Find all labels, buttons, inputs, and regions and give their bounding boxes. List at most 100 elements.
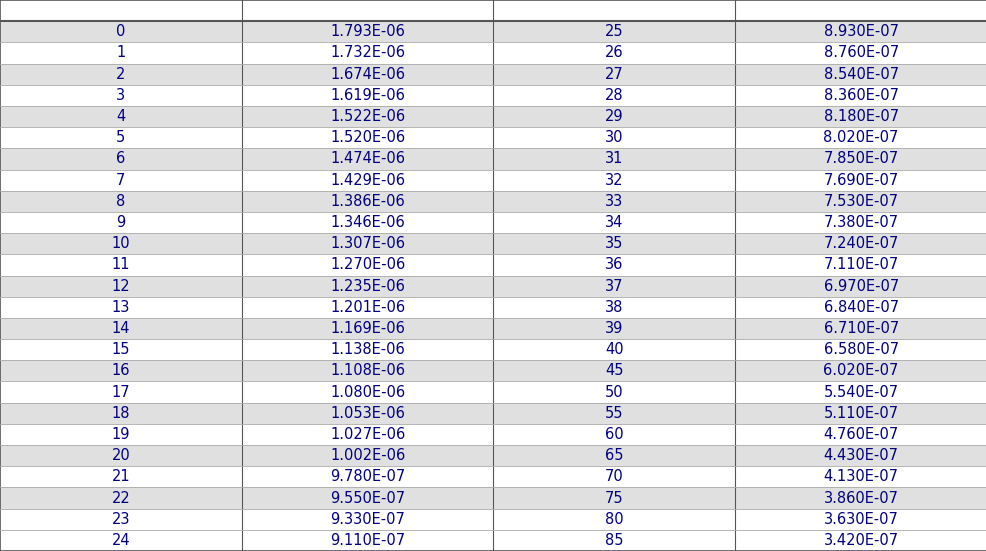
- Bar: [493, 63, 735, 85]
- Text: Temperature (degree C): Temperature (degree C): [22, 3, 220, 18]
- Text: 38: 38: [604, 300, 623, 315]
- Bar: [242, 509, 493, 530]
- Bar: [735, 466, 986, 488]
- Bar: [493, 509, 735, 530]
- Bar: [242, 360, 493, 381]
- Text: 1.108E-06: 1.108E-06: [330, 363, 404, 379]
- Text: 19: 19: [111, 427, 130, 442]
- Bar: [735, 318, 986, 339]
- Text: 1.080E-06: 1.080E-06: [329, 385, 405, 399]
- Bar: [0, 339, 242, 360]
- Text: 21: 21: [111, 469, 130, 484]
- Text: 10: 10: [111, 236, 130, 251]
- Bar: [735, 255, 986, 276]
- Bar: [493, 360, 735, 381]
- Bar: [0, 148, 242, 170]
- Bar: [735, 509, 986, 530]
- Bar: [493, 276, 735, 296]
- Text: 5.110E-07: 5.110E-07: [822, 406, 898, 421]
- Text: 12: 12: [111, 279, 130, 294]
- Text: 15: 15: [111, 342, 130, 357]
- Text: 0: 0: [116, 24, 125, 39]
- Bar: [735, 63, 986, 85]
- Text: 29: 29: [604, 109, 623, 124]
- Text: 75: 75: [604, 490, 623, 505]
- Text: 1.619E-06: 1.619E-06: [330, 88, 404, 103]
- Text: 50: 50: [604, 385, 623, 399]
- Bar: [493, 296, 735, 318]
- Text: 45: 45: [604, 363, 623, 379]
- Bar: [0, 233, 242, 255]
- Bar: [735, 488, 986, 509]
- Bar: [0, 255, 242, 276]
- Text: 70: 70: [604, 469, 623, 484]
- Text: 34: 34: [604, 215, 623, 230]
- Bar: [735, 339, 986, 360]
- Text: 3.630E-07: 3.630E-07: [823, 512, 897, 527]
- Bar: [242, 127, 493, 148]
- Text: 24: 24: [111, 533, 130, 548]
- Bar: [242, 339, 493, 360]
- Bar: [242, 85, 493, 106]
- Text: 5.540E-07: 5.540E-07: [822, 385, 898, 399]
- Bar: [493, 0, 735, 21]
- Bar: [493, 170, 735, 191]
- Bar: [493, 85, 735, 106]
- Text: 16: 16: [111, 363, 130, 379]
- Bar: [242, 403, 493, 424]
- Text: 23: 23: [111, 512, 130, 527]
- Bar: [735, 403, 986, 424]
- Bar: [493, 466, 735, 488]
- Text: 32: 32: [604, 172, 623, 188]
- Bar: [242, 233, 493, 255]
- Bar: [0, 21, 242, 42]
- Text: 4.130E-07: 4.130E-07: [823, 469, 897, 484]
- Bar: [242, 276, 493, 296]
- Bar: [0, 509, 242, 530]
- Text: 1: 1: [116, 46, 125, 61]
- Bar: [242, 0, 493, 21]
- Bar: [0, 106, 242, 127]
- Text: 1.386E-06: 1.386E-06: [330, 194, 404, 209]
- Bar: [735, 127, 986, 148]
- Text: 9.780E-07: 9.780E-07: [329, 469, 405, 484]
- Bar: [242, 148, 493, 170]
- Text: 1.235E-06: 1.235E-06: [330, 279, 404, 294]
- Bar: [0, 85, 242, 106]
- Bar: [0, 318, 242, 339]
- Bar: [493, 233, 735, 255]
- Bar: [735, 148, 986, 170]
- Bar: [735, 296, 986, 318]
- Bar: [493, 403, 735, 424]
- Bar: [493, 21, 735, 42]
- Bar: [242, 255, 493, 276]
- Bar: [0, 0, 242, 21]
- Bar: [242, 0, 493, 21]
- Bar: [493, 255, 735, 276]
- Text: 6.840E-07: 6.840E-07: [822, 300, 898, 315]
- Text: Kinematic viscosity v (m²/s): Kinematic viscosity v (m²/s): [253, 3, 481, 18]
- Text: 8.180E-07: 8.180E-07: [822, 109, 898, 124]
- Text: 9.330E-07: 9.330E-07: [330, 512, 404, 527]
- Text: 4.760E-07: 4.760E-07: [822, 427, 898, 442]
- Text: 1.346E-06: 1.346E-06: [330, 215, 404, 230]
- Bar: [493, 212, 735, 233]
- Bar: [242, 170, 493, 191]
- Text: 36: 36: [604, 257, 623, 272]
- Text: 8.760E-07: 8.760E-07: [822, 46, 898, 61]
- Bar: [242, 296, 493, 318]
- Bar: [493, 42, 735, 63]
- Bar: [0, 381, 242, 403]
- Bar: [0, 403, 242, 424]
- Text: Kinematic viscosity v (m²/s): Kinematic viscosity v (m²/s): [746, 3, 974, 18]
- Bar: [242, 318, 493, 339]
- Bar: [0, 296, 242, 318]
- Text: 1.053E-06: 1.053E-06: [330, 406, 404, 421]
- Text: 8.020E-07: 8.020E-07: [822, 130, 898, 145]
- Text: 1.522E-06: 1.522E-06: [329, 109, 405, 124]
- Text: 8.930E-07: 8.930E-07: [823, 24, 897, 39]
- Text: 55: 55: [604, 406, 623, 421]
- Text: 60: 60: [604, 427, 623, 442]
- Text: 7.530E-07: 7.530E-07: [822, 194, 898, 209]
- Bar: [735, 106, 986, 127]
